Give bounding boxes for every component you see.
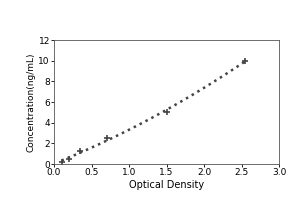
X-axis label: Optical Density: Optical Density (129, 180, 204, 190)
Y-axis label: Concentration(ng/mL): Concentration(ng/mL) (27, 52, 36, 152)
